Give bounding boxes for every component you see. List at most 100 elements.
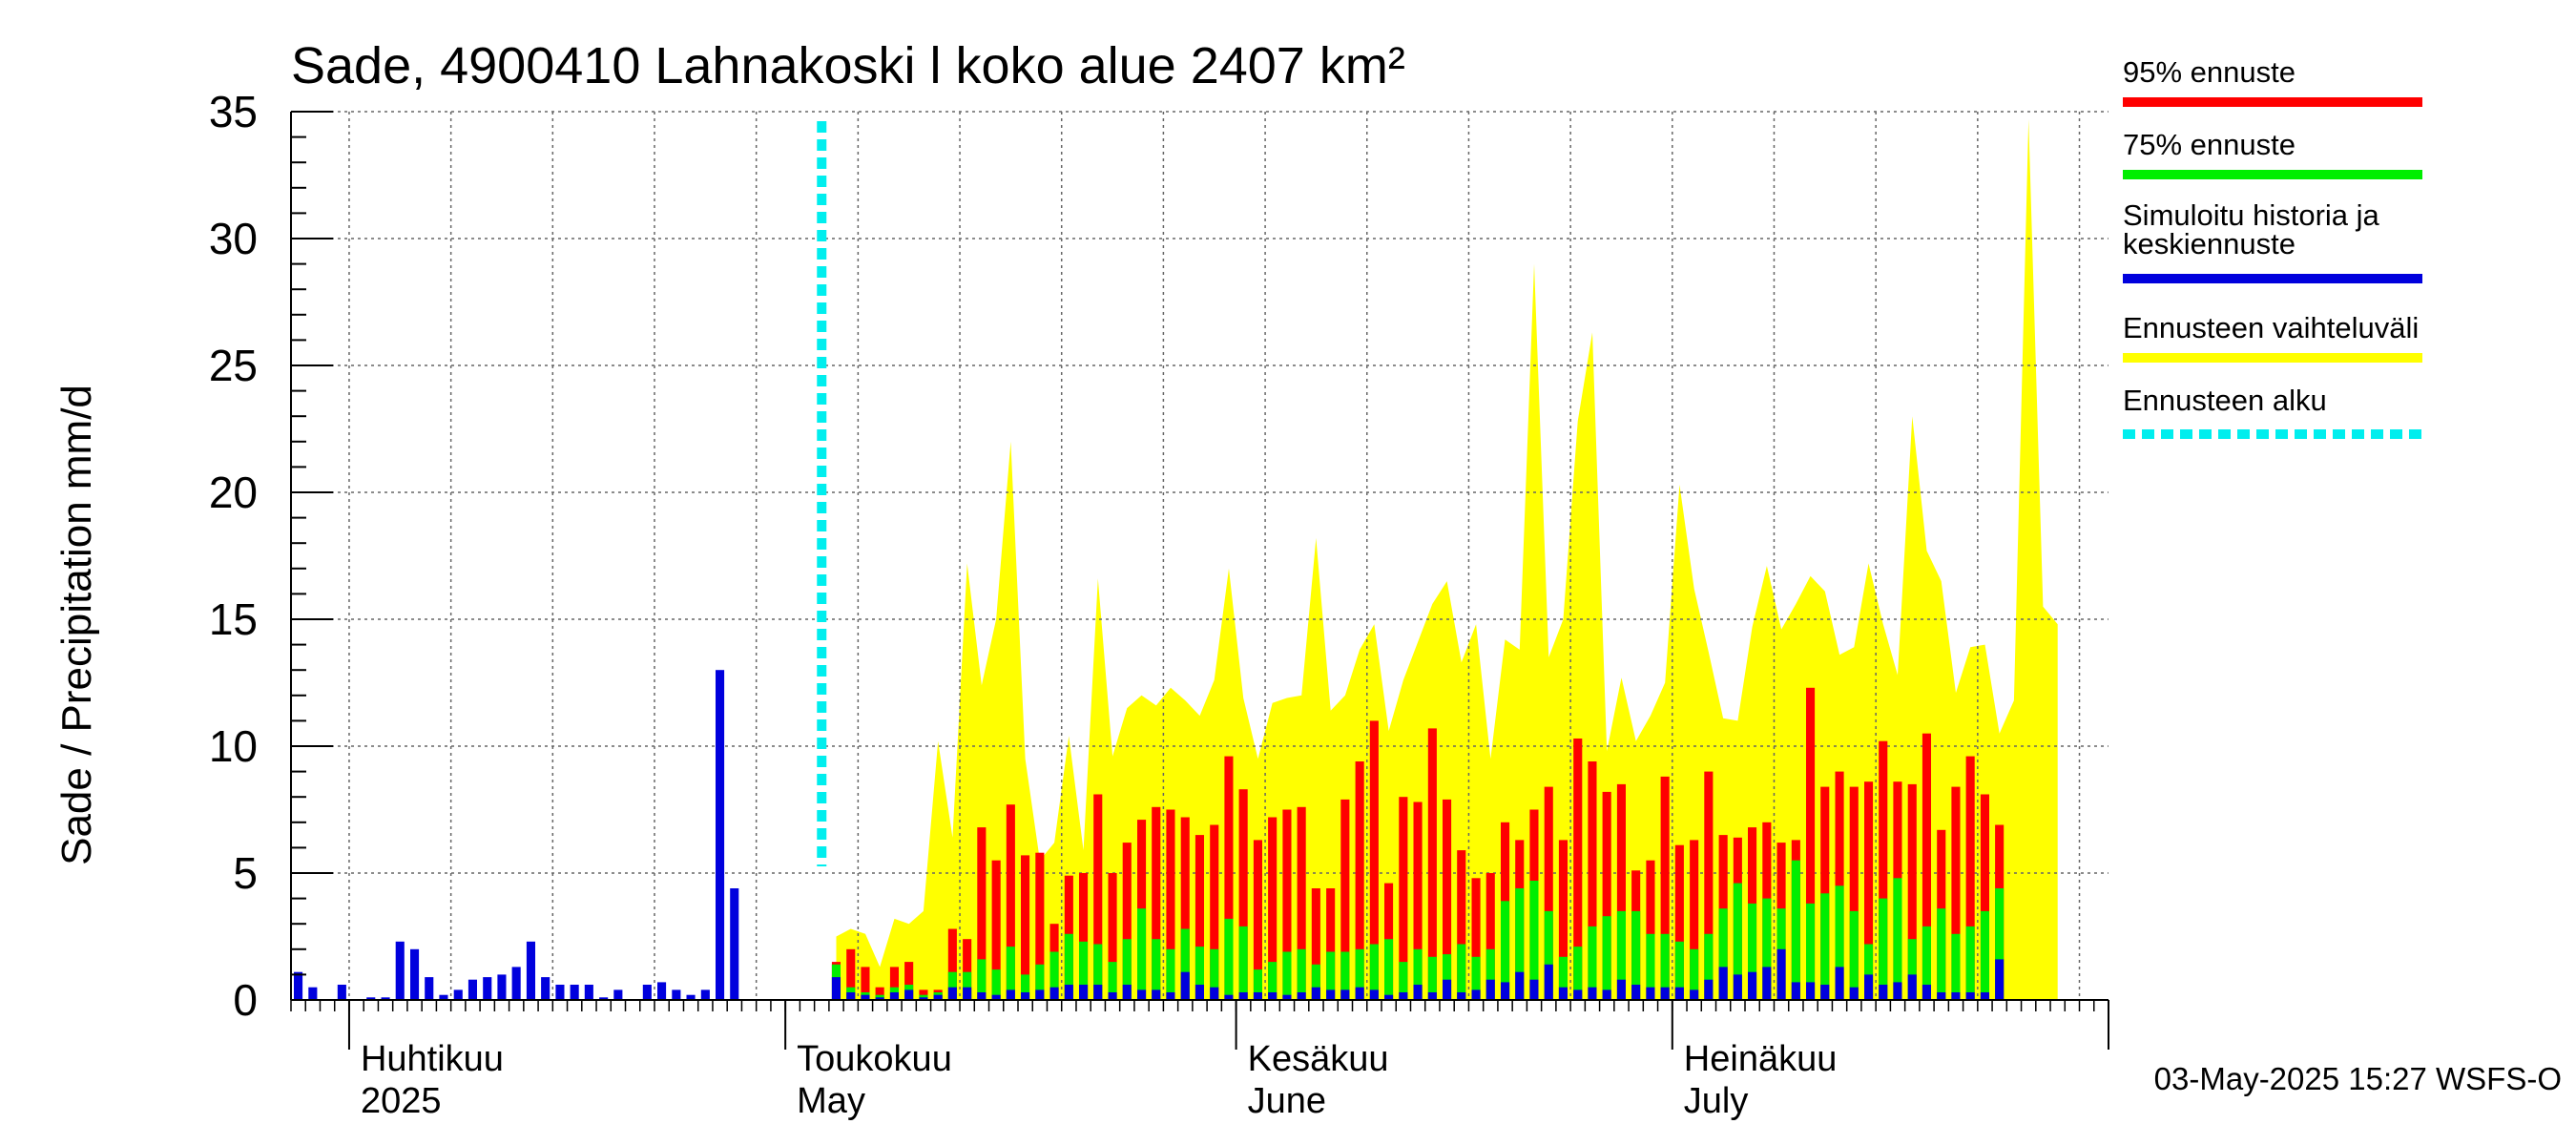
p95-bar	[1980, 794, 1989, 1000]
p95-bar	[1485, 873, 1495, 1000]
history-bar	[657, 982, 667, 1000]
history-bar	[366, 997, 376, 1000]
p75-bar	[1166, 948, 1175, 1000]
legend-label: 75% ennuste	[2123, 128, 2296, 161]
p95-bar	[1369, 720, 1379, 1000]
p95-bar	[1602, 791, 1611, 1000]
mean-bar	[1006, 989, 1015, 1000]
p75-bar	[1820, 893, 1830, 1000]
mean-bar	[933, 994, 943, 1000]
mean-bar	[1690, 989, 1699, 1000]
y-tick-label: 20	[209, 468, 258, 517]
y-tick-label: 0	[233, 975, 258, 1025]
p75-bar	[1471, 956, 1481, 1000]
mean-bar	[1733, 974, 1742, 1000]
p95-bar	[947, 928, 957, 1000]
p75-bar	[1922, 926, 1931, 1000]
mean-bar	[1471, 989, 1481, 1000]
mean-bar	[1951, 992, 1961, 1000]
p75-bar	[1690, 948, 1699, 1000]
p75-bar	[1849, 910, 1859, 1000]
p75-bar	[977, 959, 987, 1000]
history-bar	[700, 989, 710, 1000]
p75-bar	[1937, 908, 1946, 1000]
p95-bar	[1427, 728, 1437, 1000]
p95-bar	[1122, 843, 1132, 1000]
mean-bar	[1820, 985, 1830, 1000]
history-bar	[672, 989, 681, 1000]
p75-bar	[1951, 933, 1961, 1000]
p75-bar	[1006, 947, 1015, 1000]
p95-bar	[1152, 806, 1161, 1000]
p75-bar	[1485, 948, 1495, 1000]
mean-bar	[1238, 992, 1248, 1000]
p95-bar	[1558, 840, 1568, 1000]
mean-bar	[846, 992, 856, 1000]
p75-bar	[963, 971, 972, 1000]
axes	[290, 111, 2109, 1050]
p95-bar	[1253, 840, 1262, 1000]
mean-bar	[1035, 989, 1045, 1000]
y-axis-label: Sade / Precipitation mm/d	[53, 385, 100, 865]
p75-bar	[947, 971, 957, 1000]
mean-bar	[1937, 992, 1946, 1000]
p75-bar	[1995, 888, 2005, 1000]
mean-bar	[977, 992, 987, 1000]
mean-bar	[1616, 979, 1626, 1000]
mean-bar	[1776, 948, 1786, 1000]
p75-bar	[1340, 951, 1350, 1000]
p95-bar	[1471, 878, 1481, 1000]
p75-bar	[1238, 926, 1248, 1000]
p75-bar	[1457, 944, 1466, 1000]
p75-bar	[1413, 948, 1423, 1000]
y-tick-label: 15	[209, 594, 258, 644]
bar-series-group	[294, 670, 2005, 1000]
mean-bar	[1748, 971, 1757, 1000]
mean-bar	[947, 987, 957, 1000]
p75-bar	[1369, 944, 1379, 1000]
y-tick-label: 30	[209, 214, 258, 263]
legend-label: Simuloitu historia ja	[2123, 198, 2380, 232]
p75-bar	[1674, 941, 1684, 1000]
mean-bar	[904, 989, 914, 1000]
p95-bar	[1922, 733, 1931, 1000]
chart-title: Sade, 4900410 Lahnakoski l koko alue 240…	[291, 37, 1405, 94]
history-bar	[584, 985, 593, 1000]
mean-bar	[991, 994, 1001, 1000]
p75-bar	[1762, 898, 1772, 1000]
p95-bar	[1457, 850, 1466, 1000]
p75-bar	[1224, 918, 1234, 1000]
p95-bar	[1573, 739, 1583, 1000]
mean-bar	[1718, 967, 1728, 1000]
month-sublabel: June	[1248, 1081, 1326, 1121]
p95-bar	[889, 967, 899, 1000]
mean-bar	[1340, 989, 1350, 1000]
p75-bar	[1427, 956, 1437, 1000]
mean-bar	[1588, 987, 1597, 1000]
history-bar	[730, 888, 739, 1000]
p95-bar	[1180, 817, 1190, 1000]
p95-bar	[1443, 799, 1452, 1000]
p75-bar	[1965, 926, 1975, 1000]
p75-bar	[1297, 948, 1306, 1000]
history-bar	[439, 994, 448, 1000]
mean-bar	[1602, 989, 1611, 1000]
p75-bar	[1399, 962, 1408, 1000]
p75-bar	[1326, 951, 1336, 1000]
p75-bar	[1704, 933, 1714, 1000]
mean-bar	[1210, 987, 1219, 1000]
p95-bar	[1079, 873, 1089, 1000]
mean-bar	[1980, 992, 1989, 1000]
p75-bar	[1835, 885, 1844, 1000]
p95-bar	[861, 967, 870, 1000]
p75-bar	[1602, 916, 1611, 1000]
p75-bar	[1021, 974, 1030, 1000]
mean-bar	[1427, 992, 1437, 1000]
history-bar	[599, 997, 609, 1000]
history-bar	[642, 985, 652, 1000]
month-label: Kesäkuu	[1248, 1039, 1389, 1079]
month-label: Toukokuu	[797, 1039, 952, 1079]
p75-bar	[1588, 926, 1597, 1000]
